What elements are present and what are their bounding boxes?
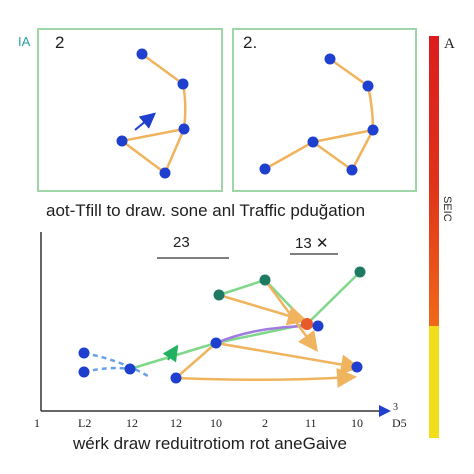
node [177, 78, 189, 90]
node-teal [354, 266, 366, 278]
node-red [301, 318, 313, 330]
node-teal [259, 274, 271, 286]
colorbar-orange-segment [429, 186, 439, 326]
left-edge-5 [121, 139, 166, 175]
node [362, 80, 374, 92]
node [210, 337, 222, 349]
left-blue-arrow [134, 112, 157, 131]
node [78, 366, 90, 378]
y-start-label: 1 [34, 416, 40, 430]
bottom-caption: wérk draw reduitrotiom rot aneGaive [73, 434, 348, 453]
left-edge-1 [141, 52, 184, 86]
colorbar-yellow-segment [429, 326, 439, 438]
node [307, 136, 319, 148]
node [116, 135, 128, 147]
orange-edge-3 [215, 341, 361, 375]
left-nodes [116, 48, 190, 179]
x-tick-6: 11 [305, 416, 317, 430]
left-panel-number: 2 [55, 33, 65, 52]
green-edge-5 [306, 271, 361, 325]
x-tick-3: 12 [170, 416, 182, 430]
node [324, 53, 336, 65]
bottom-nodes [78, 266, 366, 384]
x-tick-2: 12 [126, 416, 138, 430]
orange-edge-1 [218, 293, 308, 326]
x-tick-4: 10 [210, 416, 222, 430]
right-edge-5 [350, 129, 375, 171]
node [312, 320, 324, 332]
right-edge-4 [264, 140, 314, 171]
orange-edge-4 [175, 367, 357, 388]
right-edge-6 [312, 140, 353, 172]
left-edge-2 [181, 83, 187, 130]
right-panel-graph [264, 57, 375, 172]
node [259, 163, 271, 175]
left-graph-panel [37, 28, 223, 192]
colorbar-red-segment [429, 36, 439, 186]
x-tick-1: L2 [78, 416, 92, 430]
small-green-arrow [162, 344, 179, 363]
x-tick-8: D5 [392, 416, 407, 430]
top-caption: aot-Tfill to draw. sone anl Traffic pduğ… [46, 201, 366, 220]
node [159, 167, 171, 179]
x-tick-7: 10 [351, 416, 363, 430]
corner-mark: 3 [393, 402, 398, 413]
green-edge-3 [218, 278, 266, 297]
node [178, 123, 190, 135]
left-panel-graph [121, 52, 187, 175]
bottom-label-a: 23 [173, 234, 190, 251]
node [351, 361, 363, 373]
node [124, 363, 136, 375]
node [136, 48, 148, 60]
x-tick-5: 2 [262, 416, 268, 430]
node-teal [213, 289, 225, 301]
right-nodes [259, 53, 379, 176]
colorbar-top-label: A [444, 36, 455, 52]
orange-edge-2 [263, 279, 318, 353]
orange-edge-5 [175, 342, 217, 379]
blue-dash-edge [83, 351, 149, 378]
right-edge-1 [329, 57, 369, 88]
green-edge-1 [129, 341, 217, 371]
right-edge-3 [312, 128, 374, 144]
right-graph-panel [232, 28, 417, 192]
bottom-label-b: 13 ✕ [295, 235, 329, 252]
node [170, 372, 182, 384]
node [346, 164, 358, 176]
left-edge-4 [163, 128, 186, 174]
node [367, 124, 379, 136]
edge-mark-label: IA [18, 34, 31, 49]
left-edge-3 [121, 127, 185, 143]
right-panel-number: 2. [243, 33, 258, 52]
blue-dash-edge-2 [83, 366, 131, 374]
right-edge-2 [366, 85, 375, 131]
node [78, 347, 90, 359]
